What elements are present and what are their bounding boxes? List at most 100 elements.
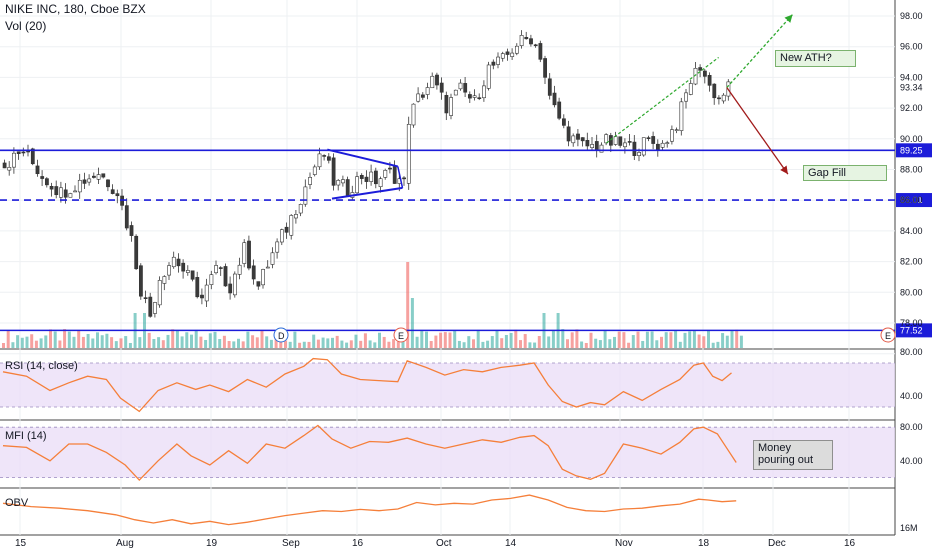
volume-bar bbox=[100, 335, 104, 348]
volume-bar bbox=[161, 340, 165, 348]
volume-bar bbox=[86, 333, 90, 348]
volume-bar bbox=[401, 337, 405, 348]
volume-bar bbox=[547, 336, 551, 348]
candle-body bbox=[684, 92, 689, 102]
volume-bar bbox=[190, 334, 193, 348]
candle-body bbox=[369, 171, 374, 182]
projection-arrow-1 bbox=[726, 87, 789, 175]
candle-body bbox=[608, 135, 613, 146]
volume-bar bbox=[119, 338, 123, 348]
volume-bar bbox=[30, 334, 34, 348]
volume-bar bbox=[166, 334, 170, 348]
candle-body bbox=[500, 53, 505, 59]
volume-bar bbox=[2, 343, 5, 348]
volume-bar bbox=[77, 330, 81, 348]
event-marker-marker_e1 bbox=[393, 327, 409, 343]
candle-body bbox=[68, 193, 73, 198]
candle-body bbox=[576, 133, 580, 140]
candle-body bbox=[228, 283, 233, 294]
volume-bar bbox=[396, 341, 400, 348]
volume-bar bbox=[457, 340, 461, 348]
candle-body bbox=[308, 177, 313, 185]
candle-body bbox=[552, 92, 557, 106]
volume-bar bbox=[67, 331, 71, 348]
candle-body bbox=[646, 137, 651, 140]
candle-body bbox=[2, 162, 7, 169]
volume-bar bbox=[157, 337, 161, 348]
candle-body bbox=[514, 45, 519, 54]
volume-bar bbox=[227, 341, 231, 348]
money-pouring-note[interactable]: Money pouring out bbox=[753, 440, 833, 470]
volume-bar bbox=[251, 335, 255, 348]
candle-body bbox=[303, 186, 308, 205]
volume-bar bbox=[730, 330, 734, 348]
level-tag-bg-86.01 bbox=[896, 193, 932, 208]
candle-body bbox=[317, 153, 322, 168]
candle-body bbox=[467, 94, 472, 99]
volume-bar bbox=[349, 340, 353, 348]
volume-bar bbox=[537, 336, 541, 348]
candle-body bbox=[265, 266, 270, 269]
volume-bar bbox=[241, 341, 245, 348]
triangle-apex bbox=[397, 166, 404, 189]
new-ath-note[interactable]: New ATH? bbox=[775, 50, 856, 67]
candle-body bbox=[538, 43, 543, 60]
volume-bar bbox=[284, 340, 287, 348]
candle-body bbox=[331, 157, 336, 186]
candle-body bbox=[148, 296, 153, 317]
x-tick-Dec: Dec bbox=[768, 538, 786, 549]
candle-body bbox=[416, 93, 421, 102]
candle-body bbox=[594, 141, 599, 151]
candle-body bbox=[707, 75, 712, 86]
candle-body bbox=[580, 137, 585, 142]
candle-body bbox=[674, 129, 679, 131]
volume-bar bbox=[180, 336, 184, 348]
volume-bar bbox=[326, 338, 330, 348]
volume-bar bbox=[255, 337, 259, 348]
volume-bar bbox=[72, 336, 76, 348]
volume-bar bbox=[683, 332, 687, 348]
candle-body bbox=[96, 174, 101, 180]
candle-body bbox=[430, 75, 435, 89]
candle-body bbox=[510, 52, 515, 57]
candle-body bbox=[63, 189, 68, 198]
volume-bar bbox=[514, 329, 518, 348]
volume-bar bbox=[16, 335, 20, 348]
volume-bar bbox=[34, 340, 38, 348]
price-tick: 94.00 bbox=[900, 72, 923, 82]
candle-body bbox=[326, 156, 331, 161]
volume-bar bbox=[288, 341, 292, 348]
gap-fill-note[interactable]: Gap Fill bbox=[803, 165, 887, 181]
candle-body bbox=[585, 139, 590, 147]
candle-body bbox=[336, 180, 341, 186]
candle-body bbox=[341, 179, 345, 184]
candle-body bbox=[505, 51, 510, 55]
volume-bar bbox=[63, 329, 67, 348]
candle-body bbox=[77, 179, 82, 193]
volume-bar bbox=[707, 330, 710, 348]
candle-body bbox=[157, 280, 162, 306]
candle-body bbox=[218, 267, 223, 269]
volume-bar bbox=[641, 340, 645, 348]
candle-body bbox=[73, 190, 78, 193]
candle-body bbox=[294, 214, 298, 219]
candle-body bbox=[54, 186, 59, 196]
volume-bar bbox=[293, 331, 297, 348]
candle-body bbox=[270, 252, 275, 265]
volume-bar bbox=[53, 331, 57, 348]
volume-bar bbox=[575, 329, 579, 348]
candle-body bbox=[312, 166, 317, 175]
volume-bar bbox=[368, 340, 372, 348]
event-marker-label-marker_e2: E bbox=[885, 331, 891, 341]
volume-bar bbox=[688, 331, 692, 348]
volume-bar bbox=[175, 330, 179, 348]
volume-bar bbox=[627, 342, 631, 348]
volume-bar bbox=[335, 335, 339, 348]
last-price-tag: 93.34 bbox=[900, 83, 923, 93]
candle-body bbox=[670, 129, 674, 142]
price-tick: 78.00 bbox=[900, 318, 923, 328]
candle-body bbox=[613, 136, 618, 145]
candle-body bbox=[632, 141, 637, 156]
volume-bar bbox=[702, 336, 706, 348]
candle-body bbox=[110, 189, 115, 194]
